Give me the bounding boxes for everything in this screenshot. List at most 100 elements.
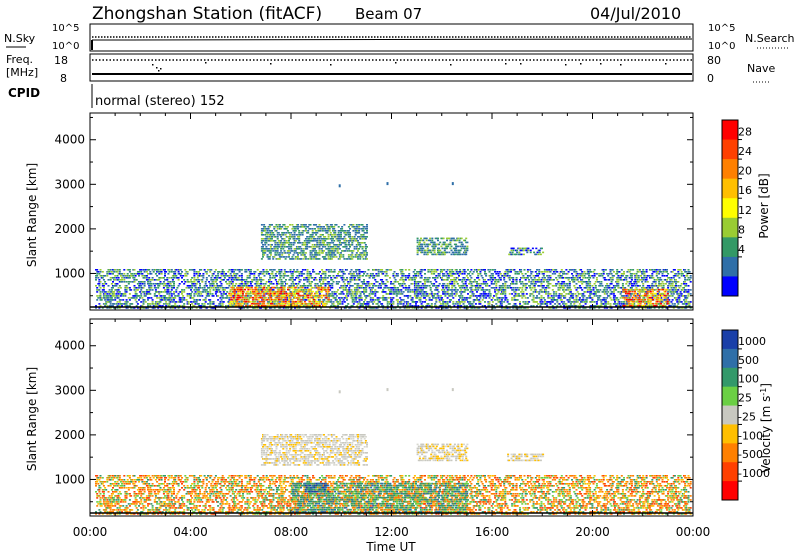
data-cell [609, 273, 612, 275]
data-cell [153, 293, 156, 295]
data-cell [385, 297, 388, 299]
freq-dot [665, 63, 667, 65]
data-cell [530, 289, 533, 291]
data-cell [225, 297, 227, 299]
data-cell [289, 303, 292, 305]
data-cell [490, 277, 493, 279]
data-cell [184, 273, 187, 275]
data-cell [357, 279, 360, 281]
data-cell [368, 283, 371, 285]
data-cell [610, 291, 613, 293]
data-cell [472, 293, 475, 295]
data-cell [577, 299, 580, 301]
data-cell [506, 275, 509, 277]
data-cell [625, 275, 628, 277]
data-cell [230, 271, 233, 273]
data-cell [314, 283, 317, 285]
data-cell [282, 299, 285, 301]
data-cell [532, 305, 535, 307]
data-cell [228, 302, 231, 305]
data-cell [292, 291, 295, 293]
data-cell [515, 307, 518, 309]
data-cell [376, 281, 379, 283]
data-cell [600, 273, 603, 275]
data-cell [400, 289, 403, 291]
data-cell [200, 307, 203, 309]
data-cell [159, 299, 162, 301]
data-cell [223, 273, 226, 275]
data-cell [683, 303, 685, 305]
data-cell [263, 300, 266, 303]
data-cell [438, 301, 441, 303]
data-cell [465, 299, 468, 301]
data-cell [656, 277, 659, 279]
data-cell [316, 292, 319, 295]
data-cell [135, 295, 138, 297]
data-cell [266, 292, 269, 295]
freq-dot [160, 68, 162, 70]
data-cell [540, 283, 543, 285]
data-cell [238, 294, 241, 297]
data-cell [441, 277, 443, 279]
data-cell [132, 275, 135, 277]
data-cell [649, 307, 651, 309]
data-cell [262, 291, 265, 293]
data-cell [179, 305, 182, 307]
data-cell [415, 289, 417, 291]
data-cell [415, 301, 417, 303]
data-cell [429, 293, 432, 295]
data-cell [236, 273, 239, 275]
data-cell [283, 269, 286, 271]
data-cell [659, 271, 662, 273]
data-cell [678, 295, 681, 297]
data-cell [327, 288, 330, 291]
data-cell [222, 289, 225, 291]
data-cell [297, 292, 300, 295]
data-cell [603, 279, 606, 281]
data-cell [481, 269, 484, 271]
data-cell [342, 273, 345, 275]
data-cell [214, 275, 217, 277]
data-cell [590, 297, 593, 299]
data-cell [630, 283, 633, 285]
data-cell [369, 297, 372, 299]
data-cell [585, 287, 588, 289]
data-cell [565, 289, 568, 291]
data-cell [541, 273, 544, 275]
data-cell [356, 291, 359, 293]
data-cell [238, 283, 241, 285]
data-cell [451, 295, 454, 297]
data-cell [568, 269, 571, 271]
data-cell [374, 269, 377, 271]
data-cell [601, 275, 604, 277]
data-cell [464, 299, 467, 301]
data-cell [230, 296, 233, 299]
data-cell [318, 299, 321, 301]
data-cell [166, 291, 169, 293]
data-cell [363, 307, 365, 309]
data-cell [453, 283, 456, 285]
data-cell [458, 301, 460, 303]
data-cell [259, 271, 261, 273]
data-cell [326, 294, 329, 297]
data-cell [128, 303, 131, 305]
data-cell [305, 299, 308, 301]
data-cell [547, 283, 550, 285]
data-cell [552, 297, 555, 299]
data-cell [599, 285, 602, 287]
data-cell [461, 291, 464, 293]
data-cell [292, 304, 295, 307]
data-cell [677, 293, 680, 295]
data-cell [209, 271, 212, 273]
data-cell [154, 295, 157, 297]
data-cell [230, 292, 233, 295]
data-cell [116, 275, 119, 277]
data-cell [617, 275, 620, 277]
data-cell [556, 299, 559, 301]
data-cell [523, 295, 526, 297]
data-cell [204, 283, 207, 285]
data-cell [118, 271, 121, 273]
data-cell [439, 305, 442, 307]
data-cell [680, 295, 683, 297]
data-cell [322, 301, 325, 303]
